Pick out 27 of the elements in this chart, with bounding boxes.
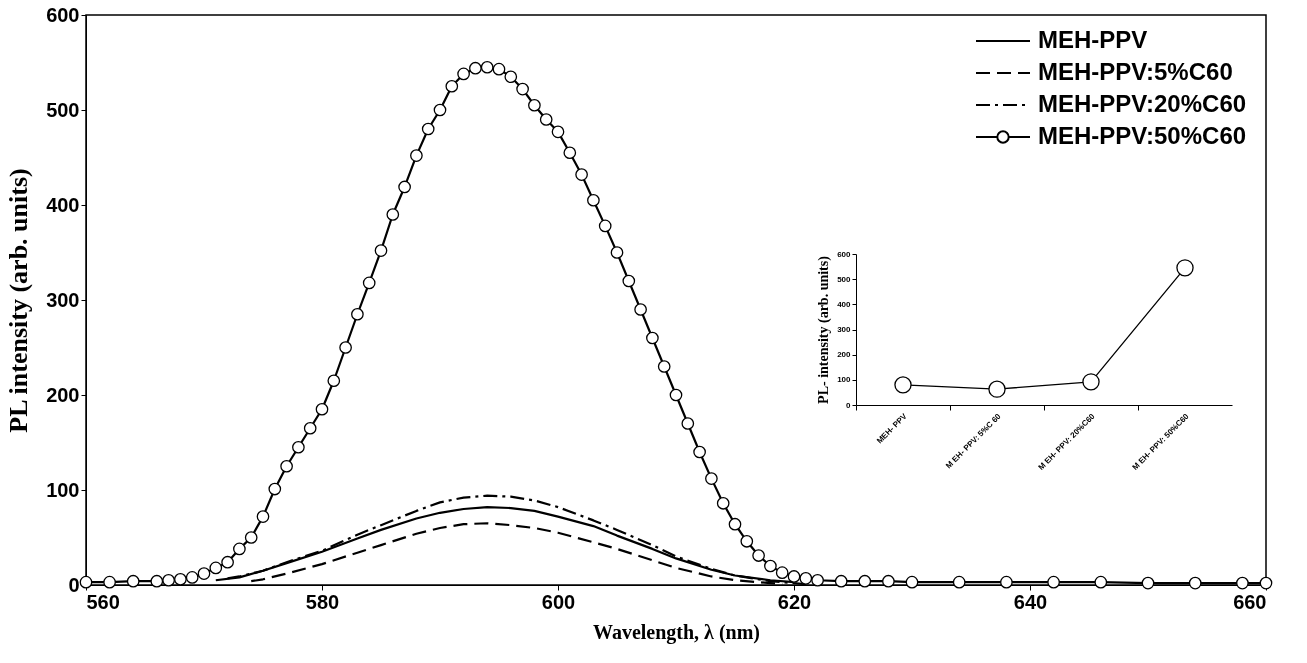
y-tick-label: 400	[837, 299, 852, 309]
x-tick-label: 660	[1233, 590, 1267, 613]
y-tick-label: 500	[46, 98, 80, 121]
y-axis-title: PL- intensity (arb. units)	[816, 255, 833, 404]
x-tick-label: 600	[541, 590, 576, 613]
legend-label: MEH-PPV:50%C60	[1038, 122, 1247, 149]
y-tick-label: 500	[837, 274, 852, 284]
y-tick-label: 600	[837, 249, 852, 259]
x-tick-label: 560	[86, 590, 120, 613]
y-tick-label: 300	[837, 325, 852, 334]
y-tick-label: 0	[68, 573, 80, 596]
y-tick-label: 200	[46, 383, 80, 406]
y-tick-label: 300	[46, 288, 80, 311]
x-tick-label: 580	[305, 590, 340, 613]
y-tick-label: 600	[46, 3, 80, 26]
x-axis-title: Wavelength, λ (nm)	[592, 620, 761, 644]
x-tick-label: 620	[777, 590, 812, 613]
y-axis-title: PL intensity (arb. units)	[4, 168, 34, 433]
x-tick-label: 640	[1013, 590, 1048, 613]
y-tick-label: 400	[46, 193, 80, 216]
y-tick-label: 200	[837, 350, 852, 360]
y-tick-label: 100	[837, 375, 852, 385]
legend-label: MEH-PPV:20%C60	[1038, 90, 1247, 117]
y-tick-label: 0	[846, 400, 852, 410]
y-tick-label: 100	[46, 478, 80, 501]
legend-label: MEH-PPV	[1038, 26, 1148, 53]
legend-label: MEH-PPV:5%C60	[1038, 58, 1233, 85]
